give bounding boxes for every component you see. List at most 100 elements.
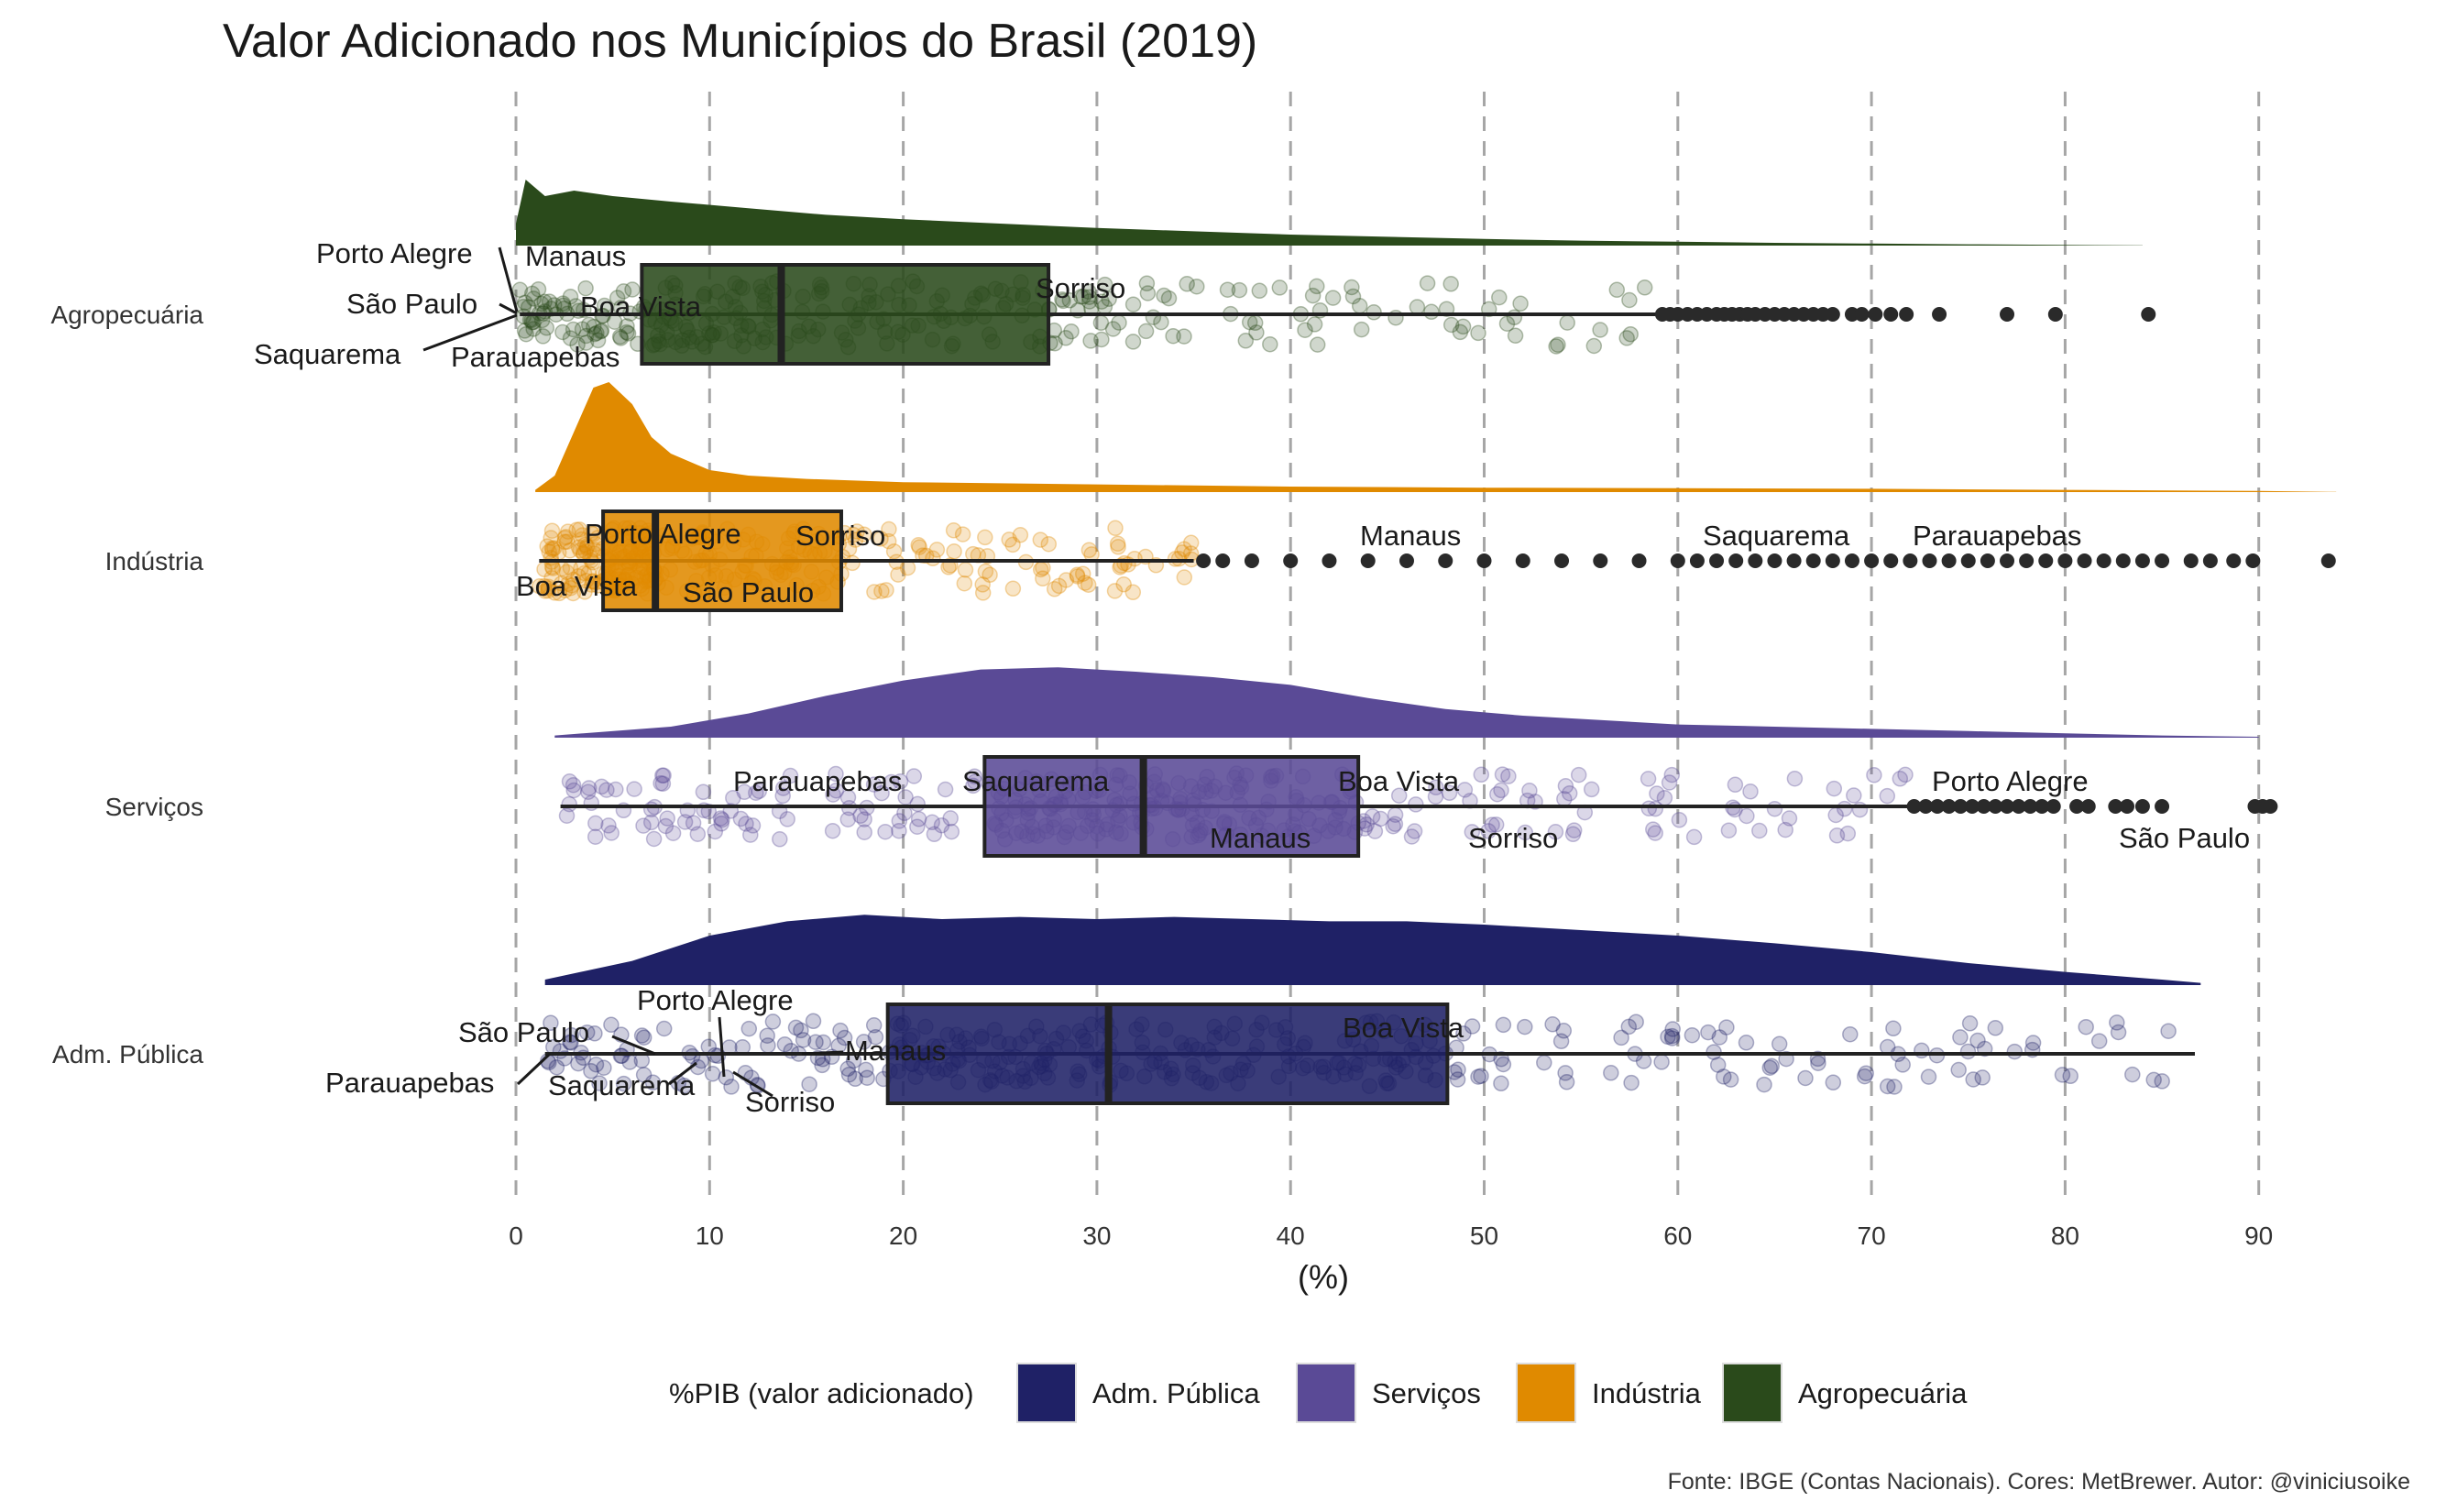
data-point xyxy=(642,814,660,831)
data-point xyxy=(653,774,669,792)
data-point xyxy=(587,325,603,343)
data-point xyxy=(1777,821,1793,838)
legend-label: Agropecuária xyxy=(1798,1377,1968,1409)
data-point xyxy=(1344,288,1362,305)
data-point xyxy=(689,826,707,842)
data-point xyxy=(577,573,595,589)
data-point xyxy=(787,1019,805,1036)
data-point xyxy=(1622,325,1639,343)
data-point xyxy=(586,318,602,335)
data-point xyxy=(1139,285,1157,301)
outlier-point xyxy=(1438,553,1453,568)
data-point xyxy=(1585,337,1603,355)
data-point xyxy=(1403,828,1420,845)
data-point xyxy=(779,811,795,827)
city-label: Sorriso xyxy=(1468,822,1558,854)
data-point xyxy=(557,529,575,545)
data-point xyxy=(1547,824,1564,840)
data-point xyxy=(1160,290,1178,307)
data-point xyxy=(1137,323,1155,340)
data-point xyxy=(1450,1061,1466,1079)
data-point xyxy=(856,526,872,542)
city-label: São Paulo xyxy=(458,1016,589,1048)
label-leader xyxy=(422,313,518,352)
legend-label: Indústria xyxy=(1592,1377,1702,1409)
data-point xyxy=(525,321,542,337)
data-point xyxy=(1364,808,1381,825)
box xyxy=(640,263,1051,366)
data-point xyxy=(565,782,582,799)
data-point xyxy=(1969,1032,1986,1049)
data-point xyxy=(704,1066,721,1082)
data-point xyxy=(1231,281,1248,299)
outlier-point xyxy=(1868,307,1883,322)
data-point xyxy=(1004,580,1022,597)
data-point xyxy=(1387,816,1404,832)
data-point xyxy=(2154,1073,2170,1090)
data-point xyxy=(1495,1056,1512,1073)
data-point xyxy=(937,781,954,798)
data-point xyxy=(1093,293,1110,310)
data-point xyxy=(872,531,889,547)
data-point xyxy=(563,1035,579,1051)
data-point xyxy=(1961,1015,1979,1032)
data-point xyxy=(856,824,872,840)
data-point xyxy=(553,575,570,592)
data-point xyxy=(847,1070,863,1088)
data-point xyxy=(588,324,605,342)
data-point xyxy=(1454,318,1472,335)
data-point xyxy=(570,567,587,585)
data-point xyxy=(520,299,537,315)
legend-item: Adm. Pública xyxy=(1016,1363,1260,1423)
data-point xyxy=(865,1017,883,1034)
data-point xyxy=(624,281,641,298)
data-point xyxy=(675,1077,693,1094)
data-point xyxy=(1050,577,1068,595)
data-point xyxy=(1309,278,1325,295)
data-point xyxy=(877,823,894,840)
data-point xyxy=(546,540,563,556)
city-label: Saquarema xyxy=(962,765,1110,797)
label-leader xyxy=(498,247,519,312)
outlier-point xyxy=(2038,553,2054,568)
data-point xyxy=(1761,1059,1779,1076)
data-point xyxy=(598,782,615,798)
data-point xyxy=(654,775,672,792)
outlier-point xyxy=(2263,799,2278,814)
data-point xyxy=(924,814,940,831)
city-label: Sorriso xyxy=(1036,272,1125,304)
data-point xyxy=(2110,1024,2127,1041)
legend-swatch xyxy=(1516,1363,1576,1423)
data-point xyxy=(751,783,768,800)
data-point xyxy=(2090,1033,2108,1049)
outlier-point xyxy=(1825,553,1840,568)
label-leader xyxy=(668,1061,697,1086)
data-point xyxy=(1124,584,1142,601)
city-label: Saquarema xyxy=(1703,520,1850,552)
outlier-point xyxy=(1748,553,1763,568)
y-category-label: Serviços xyxy=(105,793,203,821)
outlier-point xyxy=(1903,553,1918,568)
data-point xyxy=(619,318,635,334)
data-point xyxy=(1716,1068,1732,1085)
data-point xyxy=(1720,822,1738,838)
data-point xyxy=(654,767,671,784)
data-point xyxy=(564,577,580,594)
data-point xyxy=(580,564,597,582)
data-point xyxy=(1464,1018,1481,1035)
city-label: São Paulo xyxy=(346,288,477,320)
data-point xyxy=(723,1079,740,1095)
data-point xyxy=(1297,322,1313,338)
data-point xyxy=(801,1076,817,1092)
x-tick-label: 0 xyxy=(509,1222,523,1250)
data-point xyxy=(1489,785,1506,803)
data-point xyxy=(577,279,594,297)
legend-label: Serviços xyxy=(1372,1377,1481,1409)
data-point xyxy=(574,321,591,337)
data-point xyxy=(558,807,576,824)
data-point xyxy=(1727,776,1744,794)
data-point xyxy=(1557,777,1574,794)
data-point xyxy=(928,542,946,558)
y-category-label: Adm. Pública xyxy=(52,1040,203,1068)
city-label: Manaus xyxy=(1210,822,1311,854)
